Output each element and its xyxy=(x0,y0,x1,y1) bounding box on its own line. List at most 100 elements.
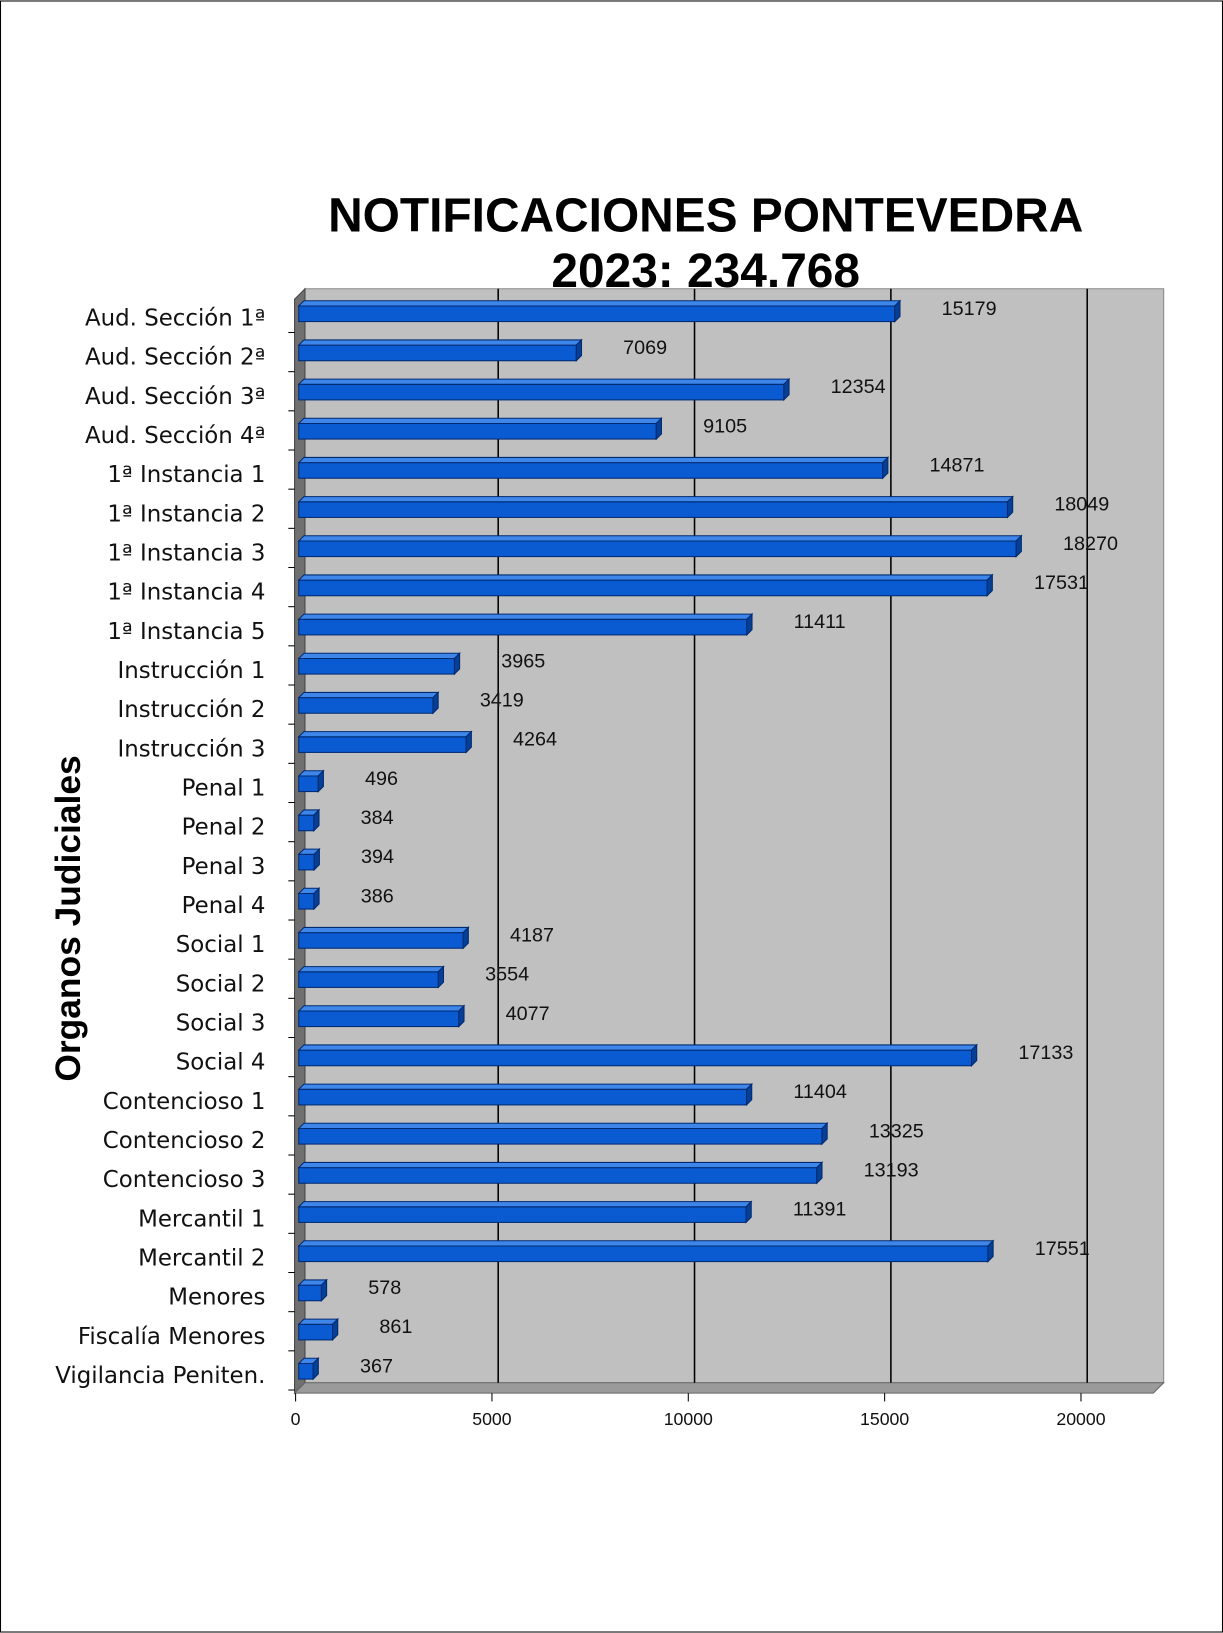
y-tick-label: Vigilancia Peniten. xyxy=(55,1363,265,1389)
y-tick-label: Penal 4 xyxy=(182,893,266,919)
bar-top xyxy=(297,1161,824,1169)
y-tick-label: 1ª Instancia 2 xyxy=(107,501,265,527)
bar-top xyxy=(297,926,470,934)
bar-side xyxy=(465,730,472,754)
bar-top xyxy=(297,496,1014,503)
value-label: 17133 xyxy=(1018,1042,1073,1064)
bar-side xyxy=(312,1357,319,1381)
bar-top xyxy=(297,1318,339,1325)
value-label: 17531 xyxy=(1034,572,1089,594)
bar xyxy=(298,422,657,440)
bar-top xyxy=(297,966,445,973)
y-tick-label: Social 4 xyxy=(176,1050,266,1076)
x-tick-label: 5000 xyxy=(472,1409,512,1429)
x-tick-label: 20000 xyxy=(1056,1409,1105,1429)
bar-top xyxy=(297,1201,753,1208)
bar xyxy=(298,1284,322,1302)
plot-area xyxy=(293,287,1165,1395)
bar-side xyxy=(882,456,889,480)
value-label: 394 xyxy=(361,846,394,868)
bar-side xyxy=(655,417,662,441)
value-label: 386 xyxy=(361,885,394,907)
bar xyxy=(298,540,1017,558)
bar-side xyxy=(575,338,583,362)
value-label: 14871 xyxy=(930,454,985,476)
y-tick-label: Mercantil 1 xyxy=(138,1206,265,1232)
bar-top xyxy=(297,1005,466,1012)
value-label: 11411 xyxy=(794,611,846,633)
bar-side xyxy=(816,1161,823,1185)
bar xyxy=(298,1088,748,1106)
bar-side xyxy=(313,847,320,872)
value-label: 9105 xyxy=(703,415,747,437)
bar-side xyxy=(313,887,320,911)
bar-top xyxy=(297,1083,754,1090)
bar xyxy=(298,1245,989,1263)
y-tick-label: 1ª Instancia 5 xyxy=(107,619,265,645)
bar-top xyxy=(297,574,994,581)
bar-side xyxy=(462,926,469,950)
value-label: 11404 xyxy=(793,1081,847,1103)
value-label: 13325 xyxy=(869,1120,924,1142)
bar xyxy=(298,971,439,988)
bar xyxy=(298,383,785,401)
bar-side xyxy=(821,1122,828,1146)
y-tick-label: Mercantil 2 xyxy=(138,1245,265,1271)
bar xyxy=(298,579,988,597)
y-tick-label: Instrucción 1 xyxy=(118,658,266,684)
bar-top xyxy=(297,1044,978,1051)
y-axis-label: Organos Judiciales xyxy=(49,755,88,1081)
bar-top xyxy=(297,1240,995,1247)
value-label: 18049 xyxy=(1054,494,1109,516)
floor xyxy=(293,1382,1165,1394)
value-label: 3554 xyxy=(485,964,529,986)
y-tick-label: Social 3 xyxy=(176,1010,266,1036)
bar-side xyxy=(783,377,790,402)
bar xyxy=(298,932,464,949)
y-tick-label: Fiscalía Menores xyxy=(78,1324,266,1350)
value-label: 384 xyxy=(361,807,394,829)
bar xyxy=(298,697,434,714)
value-label: 578 xyxy=(368,1277,401,1299)
y-tick-label: 1ª Instancia 1 xyxy=(107,462,265,488)
bar-top xyxy=(297,456,890,464)
bar-side xyxy=(332,1317,339,1342)
value-label: 3419 xyxy=(480,689,524,711)
chart-title: NOTIFICACIONES PONTEVEDRA xyxy=(328,190,1083,243)
y-tick-label: Aud. Sección 1ª xyxy=(85,305,265,331)
side-wall xyxy=(294,287,306,1395)
bar-side xyxy=(987,1239,994,1263)
bar-side xyxy=(986,573,993,597)
y-tick-label: Contencioso 3 xyxy=(103,1167,266,1193)
y-tick-label: Instrucción 2 xyxy=(118,697,266,723)
value-label: 11391 xyxy=(793,1199,847,1221)
bar xyxy=(298,853,315,871)
bar xyxy=(298,775,319,793)
bar xyxy=(298,501,1009,518)
value-label: 861 xyxy=(379,1316,412,1338)
value-label: 3965 xyxy=(501,650,545,672)
bar-top xyxy=(297,339,583,346)
bar xyxy=(298,618,748,636)
bar-top xyxy=(297,691,440,699)
bar-side xyxy=(458,1004,465,1028)
x-tick-label: 0 xyxy=(291,1409,301,1429)
value-label: 13193 xyxy=(864,1159,919,1181)
bar xyxy=(298,1127,823,1145)
bar xyxy=(298,305,896,323)
bar xyxy=(298,736,467,753)
bar-top xyxy=(297,417,663,424)
bar xyxy=(298,1167,818,1184)
bar-side xyxy=(432,691,439,715)
bar-top xyxy=(297,378,791,385)
y-tick-label: 1ª Instancia 4 xyxy=(107,580,265,606)
bar-top xyxy=(297,731,473,738)
y-tick-label: Social 1 xyxy=(176,932,266,958)
bar xyxy=(298,1362,314,1380)
bar xyxy=(298,892,315,910)
bar-top xyxy=(297,300,902,307)
bar xyxy=(298,344,577,362)
bar-side xyxy=(746,612,753,637)
